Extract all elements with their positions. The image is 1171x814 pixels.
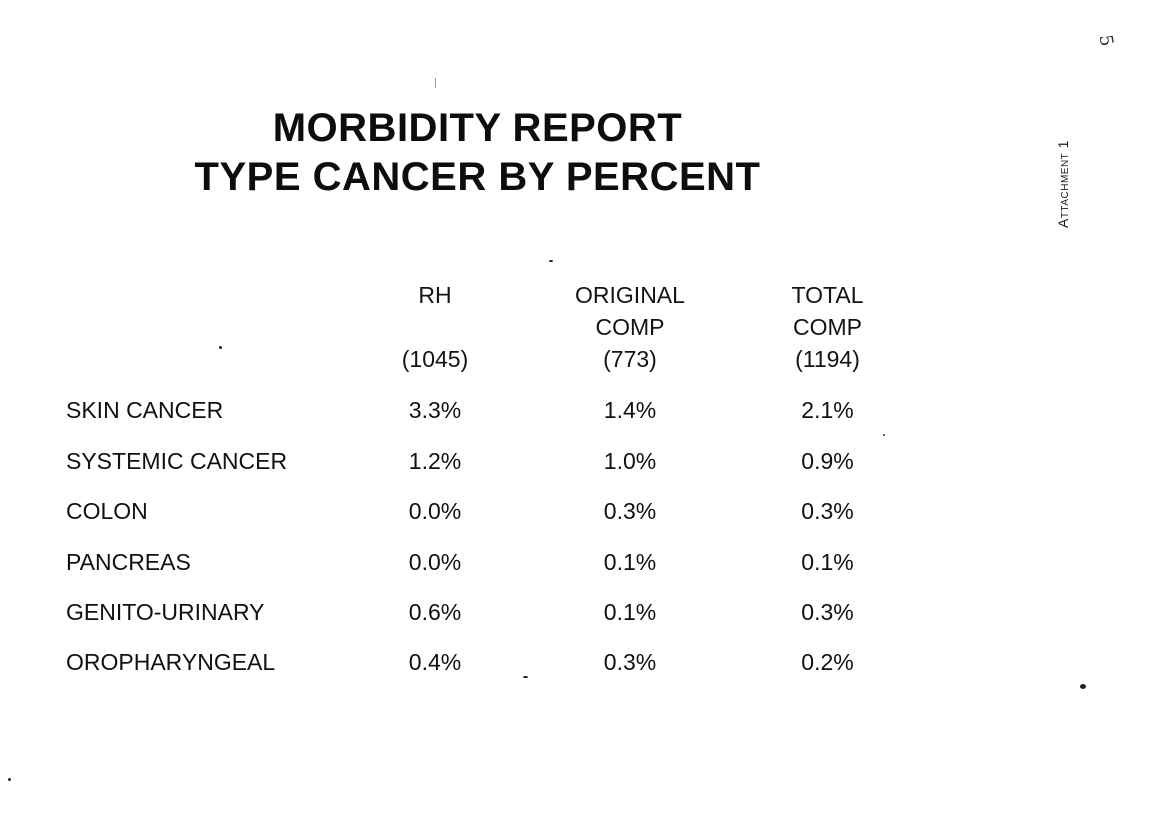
scan-speck <box>549 260 553 262</box>
column-header-total-comp-line2: COMP <box>793 314 862 340</box>
scan-speck <box>219 346 222 349</box>
cell-genito-urinary-total-comp: 0.3% <box>801 599 854 625</box>
cell-colon-original-comp: 0.3% <box>603 498 657 524</box>
column-count-rh: (1045) <box>401 346 469 372</box>
attachment-note-text: Attachment 1 <box>1055 140 1071 228</box>
cell-genito-urinary-rh: 0.6% <box>408 599 462 625</box>
row-label-colon: COLON <box>66 498 148 524</box>
cell-pancreas-rh: 0.0% <box>408 549 462 575</box>
cell-colon-rh: 0.0% <box>408 498 462 524</box>
attachment-note: Attachment 1 <box>1048 130 1078 238</box>
cell-systemic-cancer-total-comp: 0.9% <box>801 448 854 474</box>
cell-oropharyngeal-original-comp: 0.3% <box>603 649 657 675</box>
row-label-genito-urinary: GENITO-URINARY <box>66 599 265 625</box>
column-count-total-comp: (1194) <box>795 346 860 372</box>
report-subtitle: TYPE CANCER BY PERCENT <box>194 155 761 199</box>
row-label-pancreas: PANCREAS <box>66 549 191 575</box>
cell-systemic-cancer-rh: 1.2% <box>408 448 462 474</box>
scan-speck <box>883 434 885 436</box>
cell-colon-total-comp: 0.3% <box>801 498 854 524</box>
cell-systemic-cancer-original-comp: 1.0% <box>603 448 657 474</box>
cell-pancreas-original-comp: 0.1% <box>603 549 657 575</box>
cell-oropharyngeal-total-comp: 0.2% <box>801 649 854 675</box>
cell-genito-urinary-original-comp: 0.1% <box>603 599 657 625</box>
row-label-systemic-cancer: SYSTEMIC CANCER <box>66 448 288 474</box>
cell-pancreas-total-comp: 0.1% <box>801 549 854 575</box>
cell-skin-cancer-rh: 3.3% <box>408 397 462 423</box>
column-header-rh: RH <box>418 282 452 308</box>
cell-oropharyngeal-rh: 0.4% <box>408 649 462 675</box>
row-label-skin-cancer: SKIN CANCER <box>66 397 224 423</box>
scan-speck <box>523 676 528 678</box>
scan-speck <box>435 78 436 88</box>
column-count-original-comp: (773) <box>603 346 657 372</box>
column-header-original-comp-line2: COMP <box>595 314 665 340</box>
page-number: 5 <box>1094 33 1118 48</box>
column-header-original-comp: ORIGINAL <box>575 282 685 308</box>
column-header-total-comp: TOTAL <box>791 282 864 308</box>
row-label-oropharyngeal: OROPHARYNGEAL <box>66 649 276 675</box>
cell-skin-cancer-original-comp: 1.4% <box>603 397 657 423</box>
report-title: MORBIDITY REPORT <box>272 106 683 150</box>
cell-skin-cancer-total-comp: 2.1% <box>801 397 854 423</box>
scan-speck <box>1080 684 1086 689</box>
scan-speck <box>8 778 11 781</box>
